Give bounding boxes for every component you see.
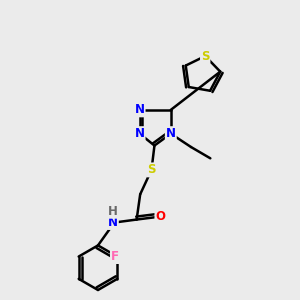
Text: N: N: [166, 127, 176, 140]
Text: S: S: [201, 50, 209, 63]
Text: S: S: [147, 164, 156, 176]
Text: N: N: [108, 216, 118, 229]
Text: H: H: [108, 205, 118, 218]
Text: N: N: [135, 103, 145, 116]
Text: O: O: [155, 210, 165, 223]
Text: F: F: [111, 250, 119, 263]
Text: N: N: [135, 127, 145, 140]
